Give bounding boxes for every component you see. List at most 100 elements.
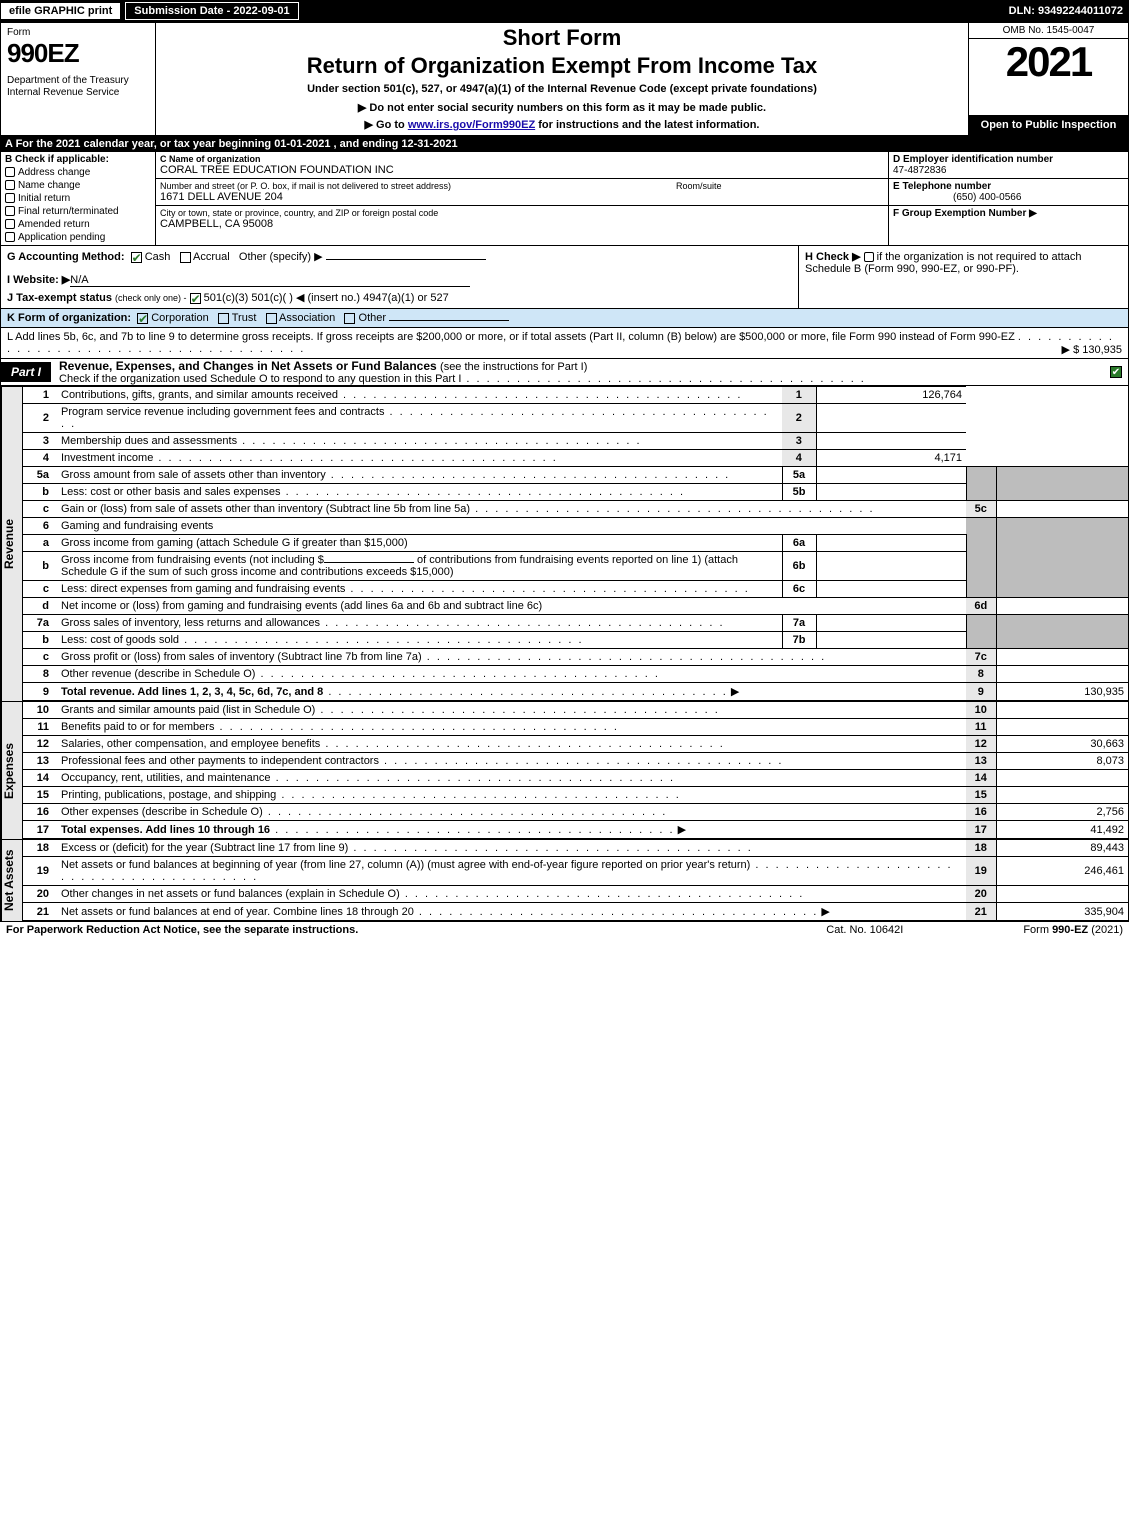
cb-schedule-o-part1[interactable]: ✔ (1110, 366, 1122, 378)
cb-address-change[interactable]: Address change (5, 167, 151, 178)
header-center: Short Form Return of Organization Exempt… (156, 23, 968, 135)
room-label: Room/suite (676, 181, 722, 191)
line-13: 13Professional fees and other payments t… (23, 753, 1128, 770)
cb-corporation[interactable] (137, 313, 148, 324)
cb-trust[interactable] (218, 313, 229, 324)
line-14-amount (996, 770, 1128, 787)
line-17: 17Total expenses. Add lines 10 through 1… (23, 821, 1128, 839)
goto-post: for instructions and the latest informat… (535, 119, 759, 131)
form-word: Form (7, 27, 149, 38)
line-3: 3Membership dues and assessments3 (23, 433, 1128, 450)
short-form-title: Short Form (162, 25, 962, 51)
under-section: Under section 501(c), 527, or 4947(a)(1)… (162, 83, 962, 95)
line-5c: cGain or (loss) from sale of assets othe… (23, 501, 1128, 518)
f-label: F Group Exemption Number ▶ (893, 208, 1037, 219)
line-5c-amount (996, 501, 1128, 518)
org-name: CORAL TREE EDUCATION FOUNDATION INC (160, 164, 884, 176)
open-to-public: Open to Public Inspection (969, 115, 1128, 135)
expenses-table: 10Grants and similar amounts paid (list … (23, 701, 1128, 839)
line-11-amount (996, 719, 1128, 736)
line-11: 11Benefits paid to or for members11 (23, 719, 1128, 736)
line-10-amount (996, 702, 1128, 719)
section-b: B Check if applicable: Address change Na… (1, 152, 156, 245)
b-label: B Check if applicable: (5, 154, 151, 165)
top-bar: efile GRAPHIC print Submission Date - 20… (0, 0, 1129, 22)
cb-application-pending[interactable]: Application pending (5, 232, 151, 243)
irs-link[interactable]: www.irs.gov/Form990EZ (408, 119, 535, 131)
form-header: Form 990EZ Department of the Treasury In… (1, 23, 1128, 136)
cb-501c3[interactable] (190, 293, 201, 304)
part1-check-text: Check if the organization used Schedule … (59, 373, 866, 385)
k-row: K Form of organization: Corporation Trus… (1, 309, 1128, 328)
submission-date: Submission Date - 2022-09-01 (125, 2, 298, 20)
l-amount: ▶ $ 130,935 (1062, 343, 1122, 356)
line-21: 21Net assets or fund balances at end of … (23, 903, 1128, 921)
page-footer: For Paperwork Reduction Act Notice, see … (0, 922, 1129, 938)
expenses-side-label: Expenses (1, 701, 23, 839)
telephone-value: (650) 400-0566 (893, 192, 1021, 203)
line-9-amount: 130,935 (996, 683, 1128, 701)
street-label: Number and street (or P. O. box, if mail… (160, 181, 884, 191)
omb-number: OMB No. 1545-0047 (969, 23, 1128, 39)
line-17-amount: 41,492 (996, 821, 1128, 839)
ssn-note: ▶ Do not enter social security numbers o… (162, 101, 962, 114)
line-6b: bGross income from fundraising events (n… (23, 552, 1128, 581)
line-5b: bLess: cost or other basis and sales exp… (23, 484, 1128, 501)
header-right: OMB No. 1545-0047 2021 Open to Public In… (968, 23, 1128, 135)
cb-final-return[interactable]: Final return/terminated (5, 206, 151, 217)
part1-tag: Part I (1, 362, 51, 382)
line-8: 8Other revenue (describe in Schedule O)8 (23, 666, 1128, 683)
line-10: 10Grants and similar amounts paid (list … (23, 702, 1128, 719)
city-value: CAMPBELL, CA 95008 (160, 218, 884, 230)
section-d-e-f: D Employer identification number47-48728… (888, 152, 1128, 245)
revenue-table: 1Contributions, gifts, grants, and simil… (23, 386, 1128, 701)
cb-initial-return[interactable]: Initial return (5, 193, 151, 204)
cb-schedule-b-not-required[interactable] (864, 252, 874, 262)
line-5b-value (816, 484, 966, 501)
form-number: 990EZ (7, 38, 149, 69)
line-7b: bLess: cost of goods sold7b (23, 632, 1128, 649)
line-2-amount (816, 404, 966, 433)
line-14: 14Occupancy, rent, utilities, and mainte… (23, 770, 1128, 787)
line-12-amount: 30,663 (996, 736, 1128, 753)
dln: DLN: 93492244011072 (1009, 5, 1129, 17)
cb-association[interactable] (266, 313, 277, 324)
e-label: E Telephone number (893, 181, 991, 192)
other-specify-input[interactable] (326, 259, 486, 260)
net-assets-section: Net Assets 18Excess or (deficit) for the… (1, 839, 1128, 921)
cb-name-change[interactable]: Name change (5, 180, 151, 191)
footer-left: For Paperwork Reduction Act Notice, see … (6, 924, 358, 936)
footer-cat-no: Cat. No. 10642I (826, 924, 903, 936)
line-7a: 7aGross sales of inventory, less returns… (23, 615, 1128, 632)
d-label: D Employer identification number (893, 154, 1053, 165)
line-20-amount (996, 886, 1128, 903)
line-2: 2Program service revenue including gover… (23, 404, 1128, 433)
j-label: J Tax-exempt status (7, 292, 112, 304)
line-6b-value (816, 552, 966, 581)
line-6c: cLess: direct expenses from gaming and f… (23, 581, 1128, 598)
line-9: 9Total revenue. Add lines 1, 2, 3, 4, 5c… (23, 683, 1128, 701)
row-a-calendar-year: A For the 2021 calendar year, or tax yea… (1, 136, 1128, 152)
line-5a-value (816, 467, 966, 484)
i-label: I Website: ▶ (7, 274, 70, 286)
section-c: C Name of organization CORAL TREE EDUCAT… (156, 152, 888, 245)
street-value: 1671 DELL AVENUE 204 (160, 191, 884, 203)
efile-print-button[interactable]: efile GRAPHIC print (0, 2, 121, 20)
cb-accrual[interactable] (180, 252, 191, 263)
l-row: L Add lines 5b, 6c, and 7b to line 9 to … (1, 328, 1128, 359)
line-7a-value (816, 615, 966, 632)
city-label: City or town, state or province, country… (160, 208, 884, 218)
part1-header: Part I Revenue, Expenses, and Changes in… (1, 359, 1128, 386)
line-6c-value (816, 581, 966, 598)
cb-cash[interactable] (131, 252, 142, 263)
meta-grid: B Check if applicable: Address change Na… (1, 152, 1128, 246)
cb-amended-return[interactable]: Amended return (5, 219, 151, 230)
line-16-amount: 2,756 (996, 804, 1128, 821)
line-4: 4Investment income44,171 (23, 450, 1128, 467)
dept-treasury: Department of the Treasury Internal Reve… (7, 75, 149, 99)
part1-title: Revenue, Expenses, and Changes in Net As… (51, 359, 866, 385)
line-7c-amount (996, 649, 1128, 666)
cb-other-org[interactable] (344, 313, 355, 324)
line-20: 20Other changes in net assets or fund ba… (23, 886, 1128, 903)
tax-year: 2021 (969, 39, 1128, 115)
